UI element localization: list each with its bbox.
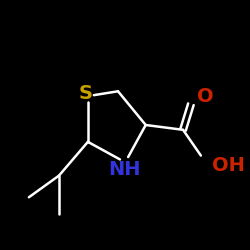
Text: OH: OH: [212, 156, 245, 176]
Text: NH: NH: [108, 160, 140, 179]
Text: O: O: [197, 87, 214, 106]
Text: S: S: [78, 84, 92, 103]
